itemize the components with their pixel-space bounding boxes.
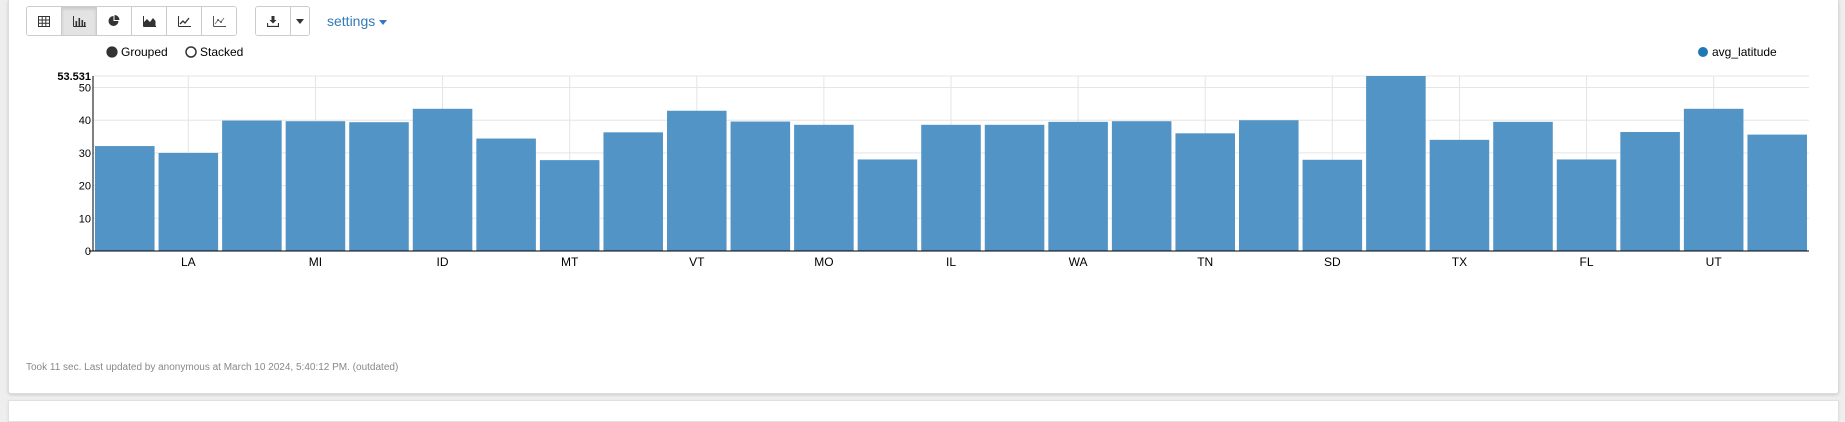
bar: [794, 124, 854, 251]
grouped-radio-icon: [106, 46, 118, 58]
bar: [1493, 121, 1553, 251]
bar: [1683, 108, 1744, 251]
bar: [1747, 134, 1807, 251]
area-chart-icon: [142, 15, 156, 27]
y-tick-label: 30: [79, 148, 91, 160]
bar: [285, 121, 346, 251]
bar: [476, 138, 536, 251]
scatter-chart-icon: [212, 15, 226, 27]
y-tick-label: 50: [79, 83, 91, 95]
paragraph-footer-status: Took 11 sec. Last updated by anonymous a…: [26, 362, 399, 373]
x-tick-label: MT: [561, 255, 579, 269]
bar: [158, 152, 219, 251]
x-tick-label: MO: [814, 255, 833, 269]
line-chart-view-button[interactable]: [167, 7, 202, 35]
legend-avg-latitude[interactable]: avg_latitude: [1698, 45, 1777, 59]
y-tick-label: 40: [79, 115, 91, 127]
area-chart-view-button[interactable]: [132, 7, 167, 35]
download-button-group: [255, 6, 310, 36]
stacked-label: Stacked: [200, 45, 243, 59]
x-tick-label: MI: [309, 255, 322, 269]
stacked-toggle[interactable]: Stacked: [185, 45, 243, 59]
x-tick-label: VT: [689, 255, 705, 269]
bar: [667, 110, 727, 252]
table-icon: [38, 15, 50, 27]
bar: [603, 132, 663, 251]
bar: [1239, 120, 1299, 251]
x-tick-label: IL: [946, 255, 956, 269]
legend-label: avg_latitude: [1712, 45, 1777, 59]
paragraph-panel: settings 0 10 20 30 40 50 53.531 LA MI ID MT VT MO IL…: [8, 0, 1839, 394]
chart-bars: [95, 76, 1807, 252]
next-paragraph-panel: [8, 400, 1839, 422]
stacked-radio-icon: [185, 46, 197, 58]
legend-swatch: [1698, 47, 1708, 57]
x-tick-label: SD: [1324, 255, 1341, 269]
x-tick-label: TN: [1197, 255, 1213, 269]
x-tick-label: WA: [1069, 255, 1088, 269]
y-tick-label: 20: [79, 181, 91, 193]
bar: [1111, 121, 1172, 251]
settings-dropdown[interactable]: settings: [327, 13, 388, 29]
bar: [984, 124, 1045, 251]
pie-chart-icon: [108, 15, 120, 26]
bar: [539, 160, 600, 251]
table-view-button[interactable]: [27, 7, 62, 35]
bar-chart-icon: [72, 15, 86, 27]
bar: [349, 122, 409, 251]
line-chart-icon: [177, 15, 191, 27]
grouped-toggle[interactable]: Grouped: [106, 45, 168, 59]
bar: [1556, 159, 1617, 251]
bar-chart-view-button[interactable]: [62, 7, 97, 35]
bar: [1429, 139, 1490, 251]
x-tick-label: LA: [181, 255, 196, 269]
bar: [1302, 159, 1363, 251]
y-tick-label: 10: [79, 213, 91, 225]
bar: [222, 120, 282, 252]
download-options-toggle[interactable]: [291, 7, 309, 35]
x-tick-label: FL: [1580, 255, 1594, 269]
scatter-chart-view-button[interactable]: [202, 7, 236, 35]
x-tick-label: ID: [437, 255, 449, 269]
bar: [1048, 121, 1108, 251]
bar: [730, 121, 791, 252]
pie-chart-view-button[interactable]: [97, 7, 132, 35]
bar: [1366, 76, 1426, 251]
view-button-group: [26, 6, 237, 36]
download-icon: [267, 15, 279, 27]
grouped-label: Grouped: [121, 45, 168, 59]
chart-toolbar: settings: [26, 6, 388, 36]
bar: [412, 108, 473, 251]
bar: [95, 146, 155, 251]
y-max-label: 53.531: [57, 71, 91, 83]
caret-down-icon: [296, 18, 304, 24]
bar: [1175, 133, 1235, 251]
bar: [1620, 132, 1680, 251]
bar: [857, 159, 918, 251]
y-tick-label: 0: [85, 246, 91, 258]
chevron-down-icon: [379, 19, 388, 25]
x-tick-label: UT: [1706, 255, 1723, 269]
download-button[interactable]: [256, 7, 291, 35]
bar: [921, 124, 981, 251]
x-tick-label: TX: [1452, 255, 1467, 269]
settings-label: settings: [327, 13, 376, 29]
